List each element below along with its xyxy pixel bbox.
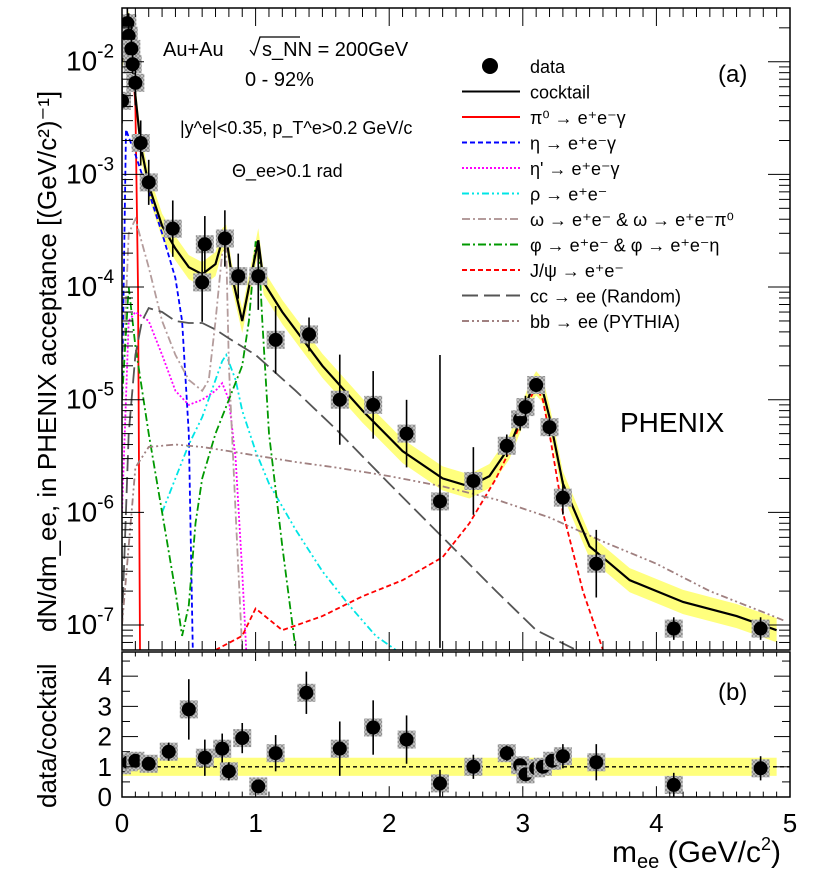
curve-eta_prime: [122, 312, 246, 650]
y-tick-label-b: 1: [98, 752, 112, 782]
x-tick-label: 2: [382, 808, 396, 838]
y-axis-label-b: data/cocktail: [32, 663, 62, 808]
data-point: [218, 231, 232, 245]
x-tick-label: 0: [115, 808, 129, 838]
legend-label: bb → ee (PYTHIA): [530, 312, 680, 332]
data-point: [269, 333, 283, 347]
legend-label: π⁰ → e⁺e⁻γ: [530, 108, 626, 128]
ratio-point: [366, 721, 380, 735]
panel-label-a: (a): [718, 61, 747, 88]
y-tick-label-b: 0: [98, 782, 112, 812]
legend-marker: [482, 58, 498, 74]
x-tick-label: 3: [516, 808, 530, 838]
legend-label: φ → e⁺e⁻ & φ → e⁺e⁻η: [530, 236, 719, 256]
data-point: [556, 491, 570, 505]
data-point: [543, 420, 557, 434]
y-tick-label-a: 10-3: [66, 154, 114, 189]
ratio-point: [269, 746, 283, 760]
y-tick-label-b: 3: [98, 691, 112, 721]
data-point: [166, 222, 180, 236]
annotation-cut2: Θ_ee>0.1 rad: [232, 161, 343, 182]
experiment-label: PHENIX: [620, 407, 725, 438]
ratio-point: [251, 779, 265, 793]
legend-label: η → e⁺e⁻γ: [530, 134, 616, 154]
annotation-centrality: 0 - 92%: [245, 69, 314, 91]
data-point: [466, 474, 480, 488]
ratio-point: [589, 755, 603, 769]
phenix-dielectron-figure: 0 1 2 3 4 510-710-610-510-410-310-201234 dN/d…: [0, 0, 830, 873]
y-tick-label-a: 10-2: [66, 42, 114, 77]
ratio-point: [754, 761, 768, 775]
y-tick-label-b: 4: [98, 661, 112, 691]
data-point: [134, 136, 148, 150]
ratio-point: [299, 686, 313, 700]
ratio-point: [215, 742, 229, 756]
y-tick-label-a: 10-5: [66, 380, 114, 415]
y-axis-label-a: dN/dm_ee, in PHENIX acceptance [(GeV/c²)…: [32, 91, 62, 632]
legend-label: J/ψ → e⁺e⁻: [530, 261, 624, 281]
data-point: [124, 42, 138, 56]
data-point: [754, 622, 768, 636]
legend: data cocktail π⁰ → e⁺e⁻γ η → e⁺e⁻γ η' → e⁺e⁻…: [462, 57, 734, 332]
data-point: [126, 57, 140, 71]
ratio-point: [556, 749, 570, 763]
ratio-points: [113, 672, 770, 797]
y-tick-label-a: 10-7: [66, 605, 114, 640]
y-tick-label-a: 10-6: [66, 492, 114, 527]
x-axis-label: mee (GeV/c2): [612, 834, 781, 873]
x-tick-label: 5: [783, 808, 797, 838]
ratio-point: [466, 760, 480, 774]
data-point: [400, 427, 414, 441]
data-point: [231, 269, 245, 283]
y-tick-label-a: 10-4: [66, 267, 114, 302]
data-point: [251, 269, 265, 283]
legend-label: cocktail: [530, 83, 590, 103]
ratio-point: [182, 702, 196, 716]
data-point: [302, 327, 316, 341]
ratio-point: [667, 778, 681, 792]
x-tick-label: 1: [248, 808, 262, 838]
data-point: [518, 400, 532, 414]
panel-label-b: (b): [718, 679, 747, 706]
ratio-point: [142, 757, 156, 771]
data-point: [667, 622, 681, 636]
legend-label: η' → e⁺e⁻γ: [530, 159, 619, 179]
data-point: [198, 237, 212, 251]
y-tick-label-b: 2: [98, 722, 112, 752]
ratio-point: [433, 776, 447, 790]
legend-label: cc → ee (Random): [530, 287, 681, 307]
ratio-point: [198, 751, 212, 765]
data-point: [500, 439, 514, 453]
data-point: [195, 275, 209, 289]
ratio-point: [333, 742, 347, 756]
ratio-point: [235, 731, 249, 745]
data-point: [433, 494, 447, 508]
data-point: [529, 378, 543, 392]
annotation-cut1: |y^e|<0.35, p_T^e>0.2 GeV/c: [180, 118, 412, 139]
x-tick-label: 4: [649, 808, 663, 838]
ratio-point: [222, 764, 236, 778]
annotation-system: Au+Au: [163, 39, 224, 61]
legend-label: ρ → e⁺e⁻: [530, 185, 607, 205]
data-point: [128, 76, 142, 90]
legend-label: data: [530, 57, 566, 77]
data-point: [589, 557, 603, 571]
ratio-point: [162, 745, 176, 759]
data-point: [142, 175, 156, 189]
legend-label: ω → e⁺e⁻ & ω → e⁺e⁻π⁰: [530, 210, 734, 230]
data-point: [366, 398, 380, 412]
ratio-point: [400, 733, 414, 747]
annotation-energy: s_NN = 200GeV: [262, 39, 409, 61]
panel-a-frame: [122, 8, 790, 650]
data-point: [333, 393, 347, 407]
